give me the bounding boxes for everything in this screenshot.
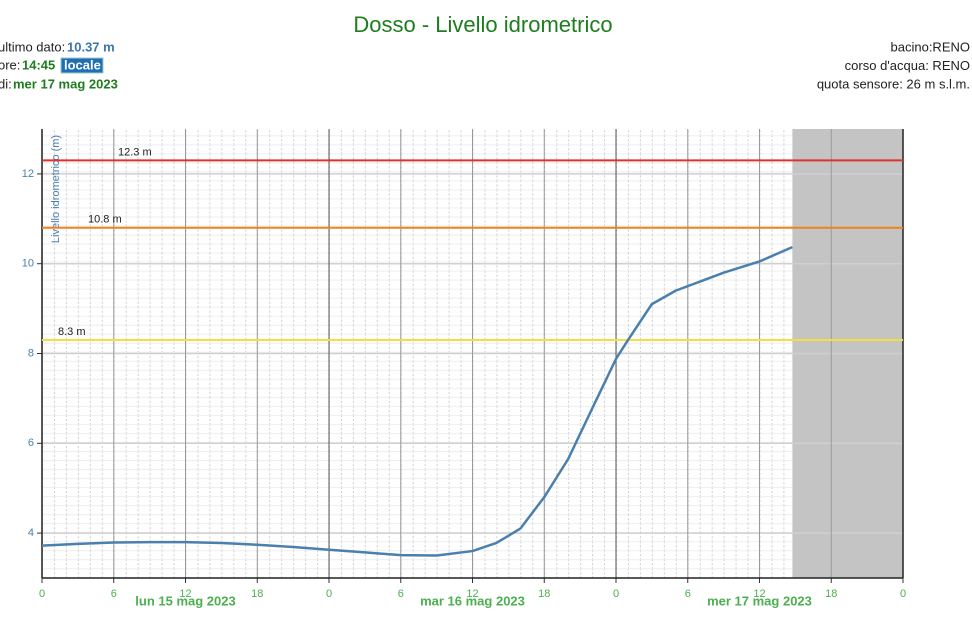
y-tick-label: 8 — [28, 347, 34, 359]
x-tick-label: 0 — [39, 588, 45, 600]
info-value: locale — [64, 57, 101, 72]
x-tick-label: 18 — [825, 588, 837, 600]
x-tick-label: 18 — [251, 588, 263, 600]
x-tick-label: 0 — [613, 588, 619, 600]
y-tick-label: 6 — [28, 437, 34, 449]
zone-badge — [60, 57, 104, 74]
info-text: corso d'acqua: RENO — [845, 58, 970, 73]
x-tick-label: 18 — [538, 588, 550, 600]
info-value: 14:45 — [22, 57, 55, 72]
threshold-label: 10.8 m — [88, 214, 122, 226]
y-tick-label: 10 — [22, 258, 34, 270]
info-label: di: — [0, 76, 12, 91]
data-line — [41, 245, 793, 557]
info-label: ultimo dato: — [0, 39, 65, 54]
y-axis-label: Livello idrometrico (m) — [50, 135, 62, 243]
x-tick-label: 0 — [900, 588, 906, 600]
info-left: ultimo dato: 10.37 m ore: 14:45 locale d… — [0, 39, 118, 91]
info-value: mer 17 mag 2023 — [13, 76, 118, 91]
day-label: lun 15 mag 2023 — [135, 593, 235, 608]
x-tick-label: 6 — [685, 588, 691, 600]
chart-title: Dosso - Livello idrometrico — [353, 12, 612, 37]
y-tick-label: 12 — [22, 168, 34, 180]
x-tick-label: 12 — [179, 588, 191, 600]
day-label: mer 17 mag 2023 — [707, 593, 812, 608]
info-label: ore: — [0, 57, 20, 72]
threshold-label: 12.3 m — [118, 146, 152, 158]
x-tick-label: 12 — [753, 588, 765, 600]
info-value: 10.37 m — [67, 39, 115, 54]
x-tick-label: 0 — [326, 588, 332, 600]
day-label: mar 16 mag 2023 — [420, 593, 525, 608]
x-tick-label: 6 — [111, 588, 117, 600]
info-right: bacino:RENO corso d'acqua: RENO quota sens… — [817, 39, 970, 91]
info-text: bacino:RENO — [891, 39, 970, 54]
x-tick-label: 12 — [466, 588, 478, 600]
x-tick-label: 6 — [398, 588, 404, 600]
y-tick-label: 4 — [28, 527, 34, 539]
threshold-label: 8.3 m — [58, 326, 86, 338]
info-text: quota sensore: 26 m s.l.m. — [817, 76, 970, 91]
